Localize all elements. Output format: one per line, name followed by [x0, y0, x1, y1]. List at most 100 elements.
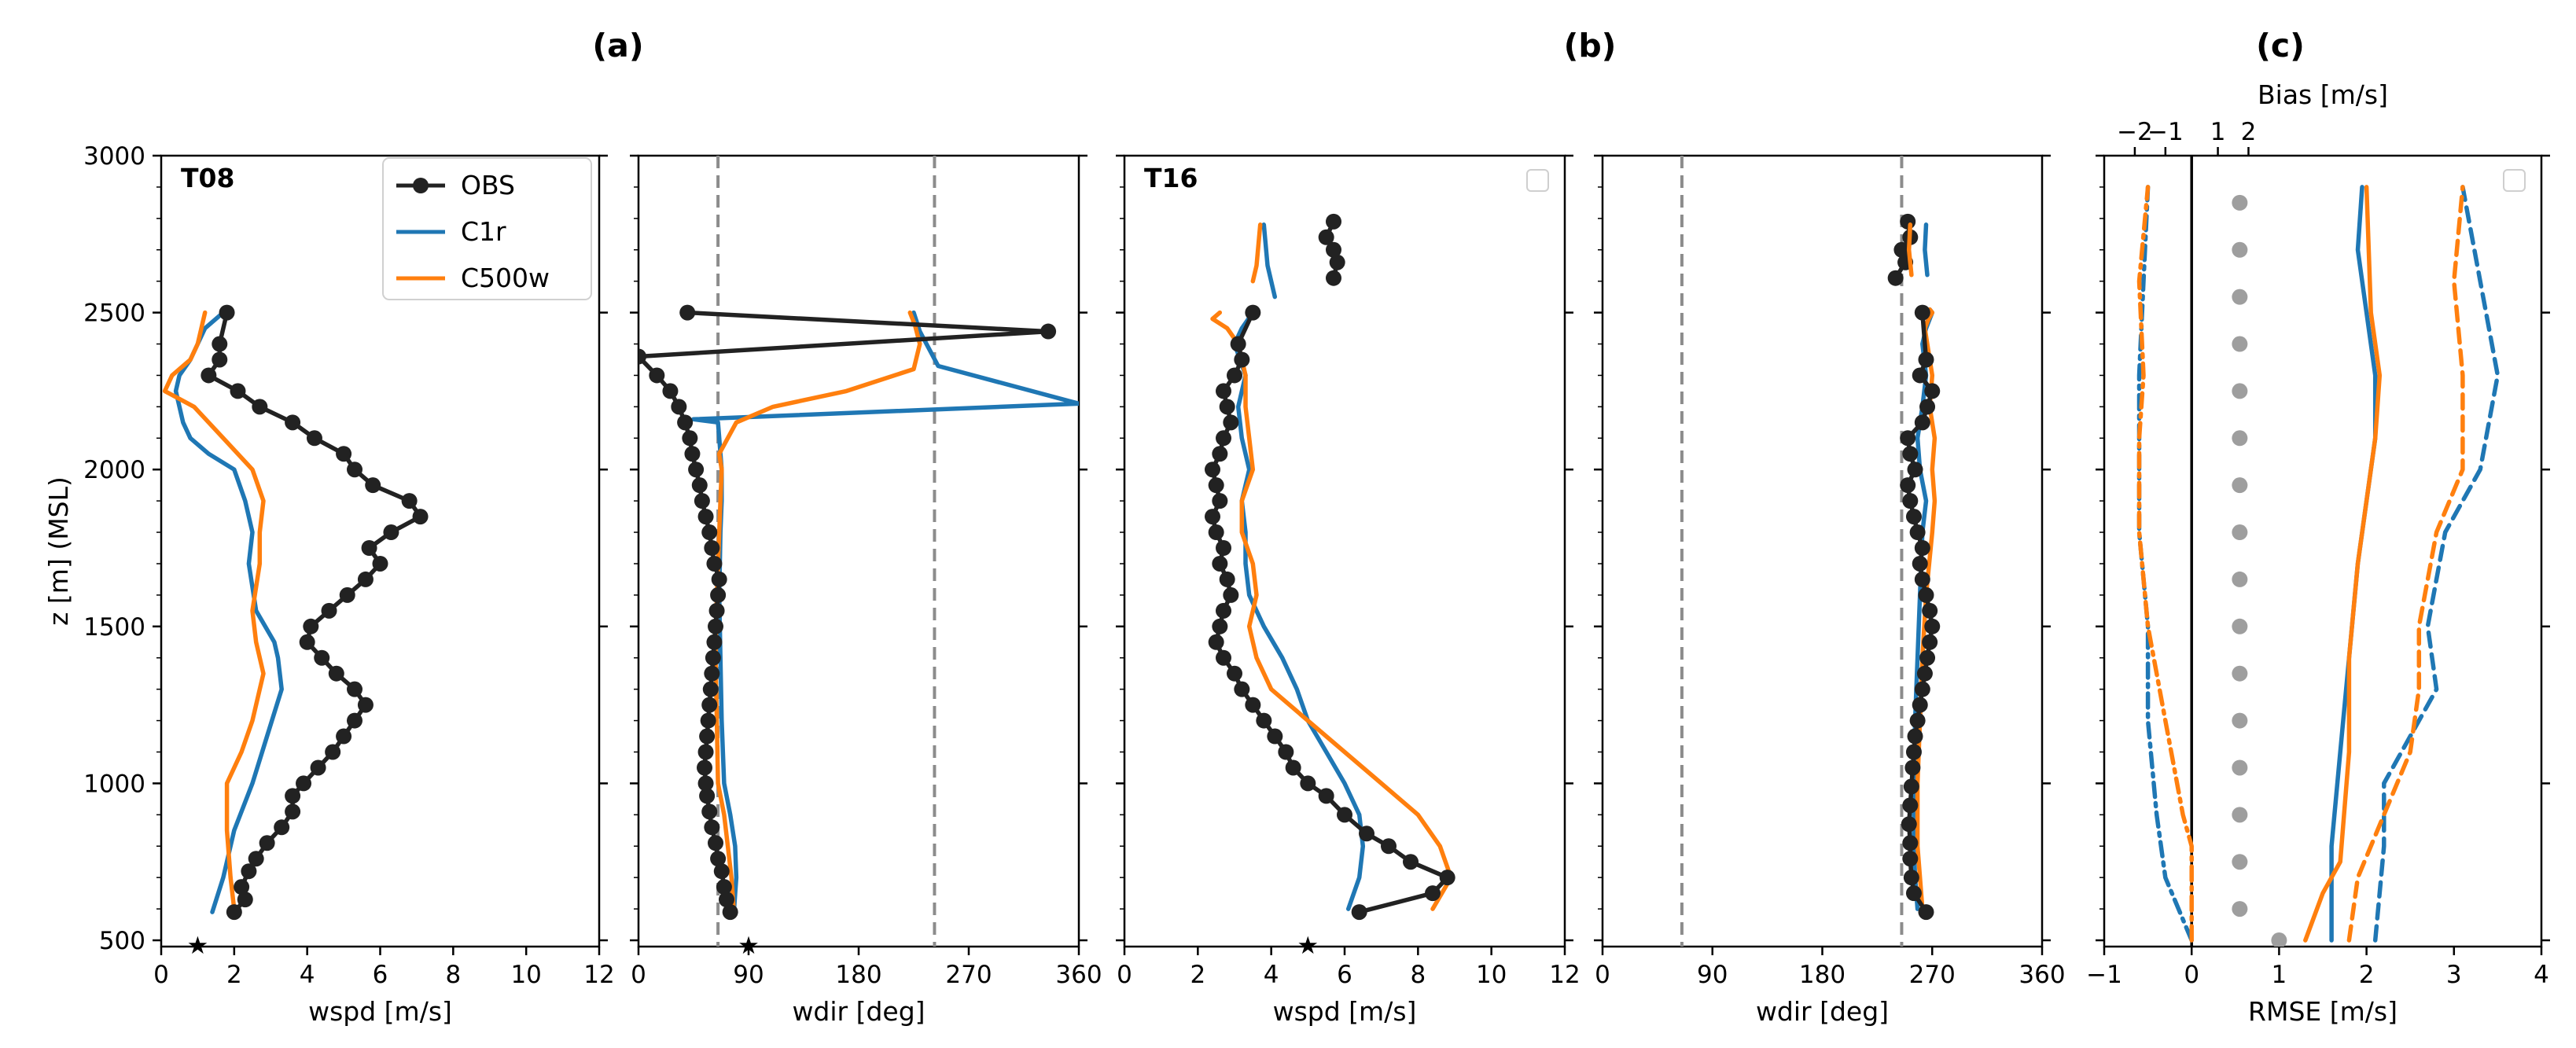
surface-marker: ★	[738, 932, 760, 960]
x-axis-label: wspd [m/s]	[308, 996, 452, 1027]
obs-marker	[1914, 540, 1930, 557]
top-x-axis-label: Bias [m/s]	[2258, 79, 2388, 110]
x-axis-label: wspd [m/s]	[1273, 996, 1417, 1027]
obs-marker	[1359, 826, 1374, 842]
obs-marker	[1351, 904, 1367, 921]
obs-marker	[1919, 399, 1936, 415]
c500w-upper-line	[1250, 222, 1263, 284]
obs-marker	[412, 509, 429, 525]
obs-marker	[1208, 477, 1224, 494]
obs-line	[1210, 310, 1450, 914]
bias-dot	[2232, 665, 2248, 682]
plot-area	[1680, 156, 1941, 947]
obs-marker	[1227, 665, 1242, 682]
x-tick-label: 2	[2359, 961, 2375, 989]
bias-dot	[2232, 289, 2248, 305]
x-tick-label: 270	[945, 961, 992, 989]
x-tick-label: 360	[1055, 961, 1102, 989]
bias-dot	[2232, 336, 2248, 352]
obs-marker	[1905, 744, 1922, 760]
obs-marker	[310, 759, 326, 776]
bias-dot	[2271, 932, 2287, 947]
obs-marker	[700, 712, 716, 729]
obs-marker	[259, 835, 275, 851]
obs-marker	[1912, 555, 1928, 572]
obs-marker	[702, 681, 719, 697]
obs-marker	[274, 819, 290, 836]
obs-marker	[1887, 270, 1904, 286]
obs-marker	[241, 863, 257, 880]
obs-marker	[1212, 555, 1228, 572]
obs-line	[638, 310, 1051, 914]
obs-marker	[1903, 870, 1919, 886]
obs-marker	[1256, 712, 1272, 729]
panel-a-wdir: 0 90 180 270 360 wdir [deg] ★	[630, 154, 1102, 1027]
obs-marker	[325, 744, 341, 760]
obs-marker	[1216, 602, 1231, 619]
obs-marker	[677, 414, 694, 431]
site-label: T08	[181, 163, 234, 193]
obs-marker	[1914, 571, 1930, 587]
top-x-tick-label: −1	[2147, 118, 2184, 146]
x-tick-label: 0	[1117, 961, 1132, 989]
x-tick-label: 3	[2446, 961, 2462, 989]
obs-marker	[296, 775, 312, 792]
obs-marker	[710, 851, 727, 867]
obs-marker	[716, 879, 732, 895]
obs-marker	[1205, 509, 1220, 525]
legend-obs-label: OBS	[461, 170, 515, 200]
obs-marker	[684, 446, 701, 462]
obs-marker	[1040, 323, 1057, 340]
x-tick-label: 180	[1799, 961, 1846, 989]
x-tick-label: 8	[445, 961, 461, 989]
legend: OBS C1r C500w	[382, 157, 592, 300]
bias-dot	[2232, 430, 2248, 447]
obs-marker	[1907, 728, 1923, 745]
c500w-line	[162, 310, 266, 911]
c1r-line	[173, 310, 284, 914]
x-axis-label: RMSE [m/s]	[2248, 996, 2398, 1027]
obs-line	[206, 310, 423, 914]
obs-marker	[1425, 885, 1441, 902]
obs-marker	[1318, 788, 1334, 804]
x-tick-label: 8	[1410, 961, 1426, 989]
obs-marker	[1914, 681, 1930, 697]
top-x-tick-label: 1	[2210, 118, 2226, 146]
x-tick-label: 180	[835, 961, 881, 989]
c1r-upper-line	[1923, 222, 1930, 278]
obs-marker	[1912, 367, 1928, 384]
obs-marker	[682, 430, 698, 447]
obs-marker	[1918, 904, 1934, 921]
obs-marker	[201, 367, 217, 384]
obs-marker	[1902, 493, 1919, 509]
obs-marker	[336, 446, 352, 462]
axes-frame	[2103, 154, 2543, 948]
bias-dot	[2232, 901, 2248, 917]
obs-marker	[1922, 634, 1938, 650]
axes-frame	[1123, 154, 1566, 948]
obs-marker	[314, 649, 330, 666]
plot-area	[2136, 156, 2501, 947]
obs-marker	[719, 892, 734, 908]
obs-marker	[1329, 254, 1345, 270]
obs-marker	[1907, 461, 1923, 478]
obs-marker	[1924, 618, 1941, 634]
obs-marker	[711, 571, 727, 587]
panel-title-c: (c)	[2256, 27, 2305, 64]
obs-marker	[691, 477, 708, 494]
obs-marker	[1914, 304, 1930, 321]
obs-marker	[1909, 712, 1926, 729]
y-tick-label: 1000	[83, 770, 145, 798]
obs-marker	[1916, 665, 1933, 682]
obs-marker	[1212, 618, 1228, 634]
obs-marker	[1900, 477, 1916, 494]
c1r-rmse-dashed-line	[2372, 185, 2501, 943]
obs-marker	[1439, 870, 1455, 886]
obs-marker	[1326, 213, 1341, 230]
y-tick-label: 500	[99, 927, 145, 955]
obs-marker	[713, 863, 730, 880]
x-axis-label: wdir [deg]	[1756, 996, 1889, 1027]
panel-a-wspd: 500 1000 1500 2000 2500 3000 0 2 4 6 8 10 12 wspd [m/…	[43, 142, 615, 1027]
obs-marker	[708, 835, 723, 851]
obs-marker	[336, 728, 352, 745]
